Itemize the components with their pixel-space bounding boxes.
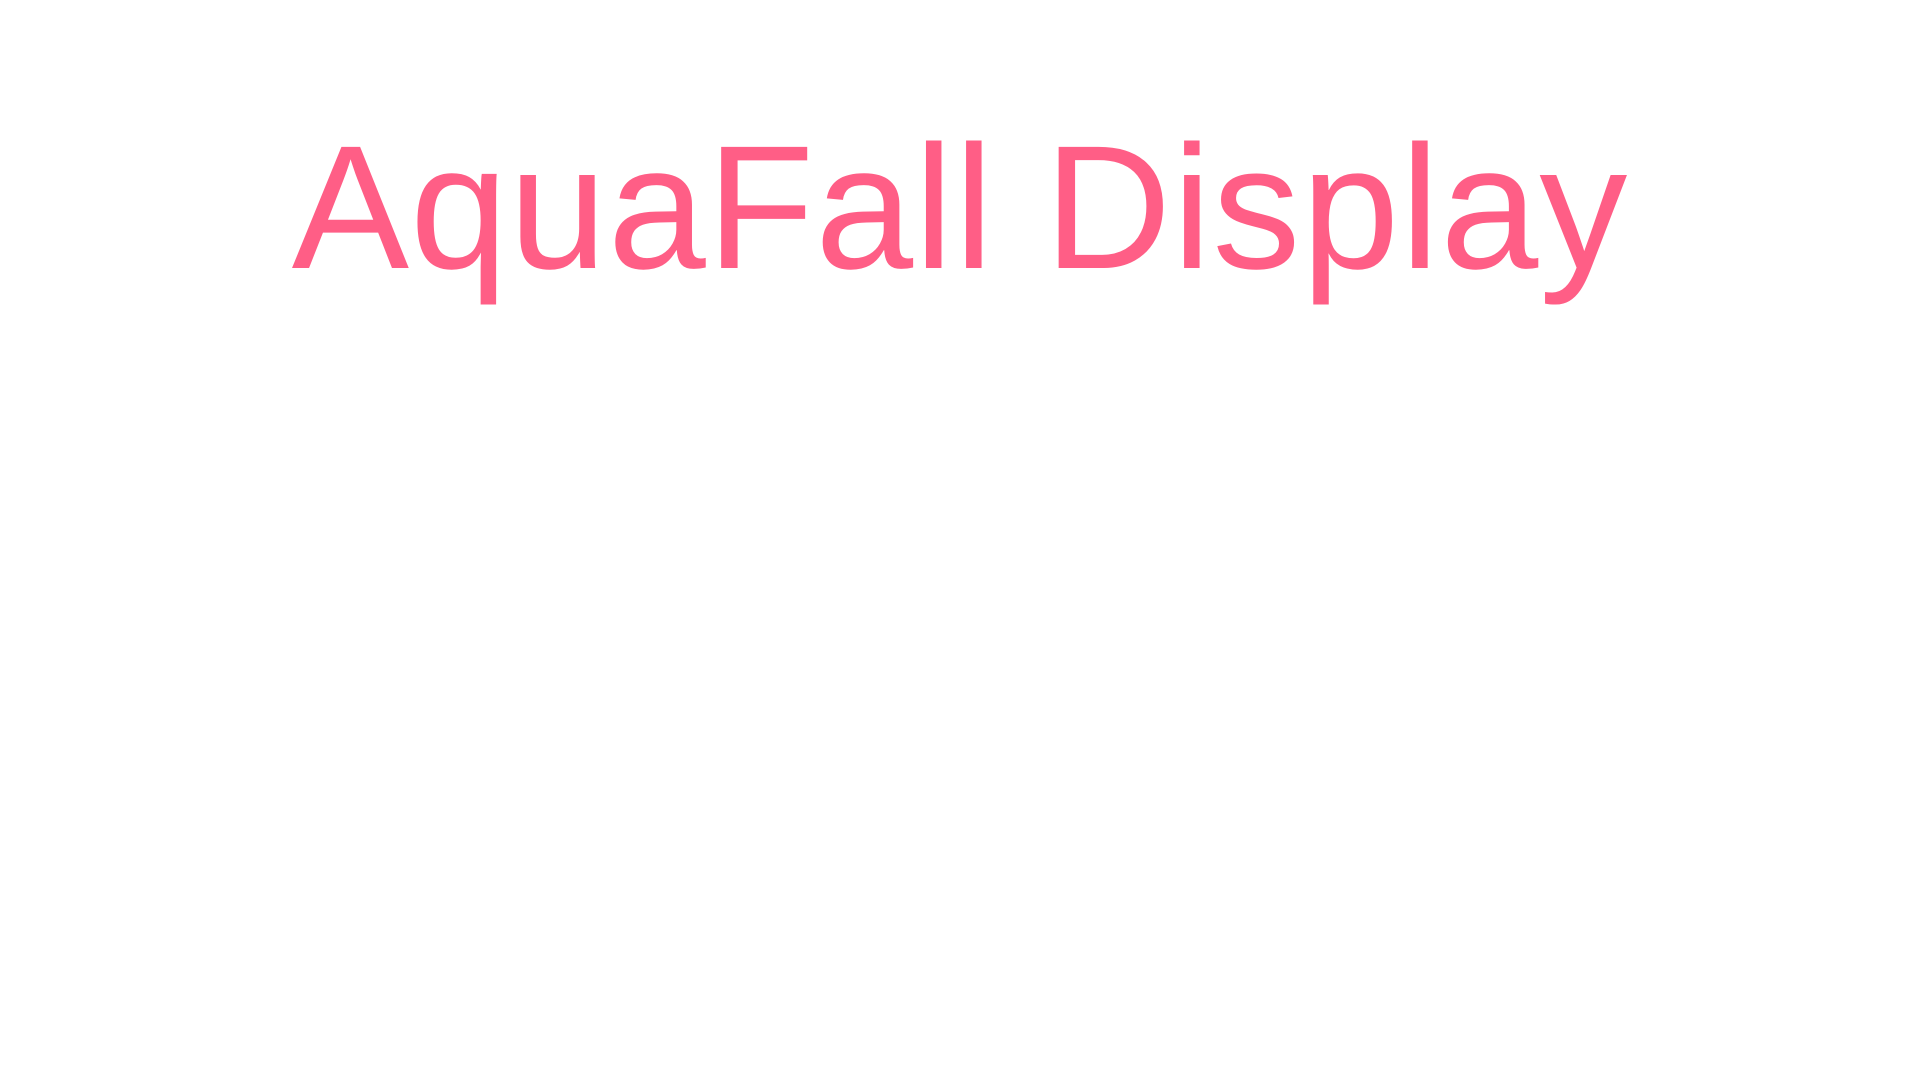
page-title: AquaFall Display <box>291 110 1629 306</box>
